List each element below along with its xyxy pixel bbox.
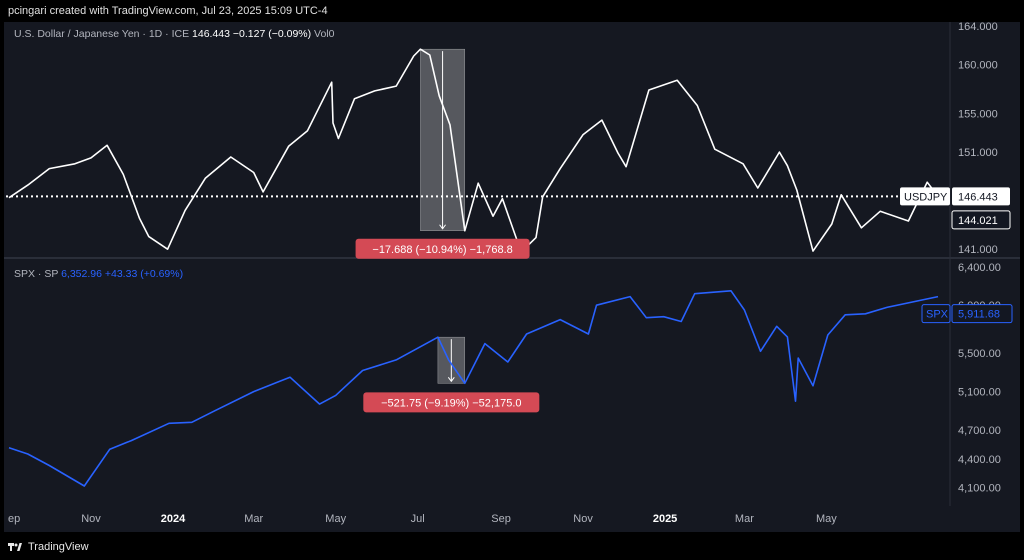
y-tick-label: 151.000 bbox=[958, 147, 998, 159]
credit-line: pcingari created with TradingView.com, J… bbox=[8, 5, 328, 17]
y-tick-label: 4,100.00 bbox=[958, 483, 1001, 495]
price-tag-text: 144.021 bbox=[958, 215, 998, 227]
measure-label-box bbox=[355, 238, 530, 259]
x-tick-label: May bbox=[325, 513, 346, 525]
y-tick-label: 5,100.00 bbox=[958, 387, 1001, 399]
usdjpy-pane: 164.000 160.000 155.000 151.000 141.000 −17.6… bbox=[6, 21, 1011, 259]
price-tag bbox=[952, 187, 1010, 206]
measure-arrow-head bbox=[447, 377, 455, 383]
x-axis: ep Nov 2024 Mar May Jul Sep Nov 2025 Mar May bbox=[8, 513, 837, 525]
legend-part: SPX · SP bbox=[14, 268, 61, 280]
series-name-tag-text: USDJPY bbox=[904, 191, 948, 203]
series-name-tag bbox=[921, 304, 951, 324]
x-tick-label: 2024 bbox=[161, 513, 186, 525]
price-tag-text: 5,911.68 bbox=[958, 309, 1000, 321]
chart-area[interactable] bbox=[4, 22, 1020, 532]
footer: TradingView bbox=[8, 538, 89, 556]
series-name-tag bbox=[900, 187, 950, 206]
x-tick-label: Nov bbox=[81, 513, 101, 525]
measure-label-box bbox=[363, 392, 540, 413]
usdjpy-legend: U.S. Dollar / Japanese Yen · 1D · ICE 14… bbox=[14, 28, 335, 40]
measure-label: −17.688 (−10.94%) −1,768.8 bbox=[372, 244, 512, 256]
price-tag-text: 146.443 bbox=[958, 191, 998, 203]
tradingview-logo-icon[interactable] bbox=[8, 540, 22, 554]
legend-part: Vol0 bbox=[314, 28, 335, 40]
y-tick-label: 141.000 bbox=[958, 244, 998, 256]
price-tag bbox=[951, 210, 1011, 230]
y-tick-label: 4,400.00 bbox=[958, 454, 1001, 466]
spx-pane: 6,400.006,000.005,500.005,100.004,700.00… bbox=[8, 262, 1013, 495]
y-tick-label: 4,700.00 bbox=[958, 425, 1001, 437]
x-tick-label: ep bbox=[8, 513, 20, 525]
legend-part: −0.127 (−0.09%) bbox=[233, 28, 314, 40]
series-name-tag-text: SPX bbox=[926, 309, 949, 321]
x-tick-label: 2025 bbox=[653, 513, 677, 525]
usdjpy-line bbox=[8, 48, 939, 253]
tradingview-brand: TradingView bbox=[28, 541, 89, 553]
y-tick-label: 160.000 bbox=[958, 60, 998, 72]
y-tick-label: 164.000 bbox=[958, 21, 998, 33]
measure-label: −521.75 (−9.19%) −52,175.0 bbox=[381, 397, 521, 409]
legend-part: 146.443 bbox=[192, 28, 233, 40]
x-tick-label: Nov bbox=[573, 513, 593, 525]
x-tick-label: May bbox=[816, 513, 837, 525]
x-tick-label: Jul bbox=[411, 513, 425, 525]
legend-part: 6,352.96 bbox=[61, 268, 105, 280]
x-tick-label: Mar bbox=[244, 513, 263, 525]
y-tick-label: 6,400.00 bbox=[958, 262, 1001, 274]
x-tick-label: Mar bbox=[735, 513, 754, 525]
legend-part: U.S. Dollar / Japanese Yen · 1D · ICE bbox=[14, 28, 192, 40]
y-tick-label: 155.000 bbox=[958, 108, 998, 120]
y-tick-label: 5,500.00 bbox=[958, 348, 1001, 360]
measure-arrow-head bbox=[439, 224, 446, 230]
legend-part: +43.33 (+0.69%) bbox=[105, 268, 183, 280]
x-tick-label: Sep bbox=[491, 513, 511, 525]
spx-legend: SPX · SP 6,352.96 +43.33 (+0.69%) bbox=[14, 268, 183, 280]
price-tag bbox=[951, 304, 1013, 324]
spx-line bbox=[8, 289, 939, 487]
